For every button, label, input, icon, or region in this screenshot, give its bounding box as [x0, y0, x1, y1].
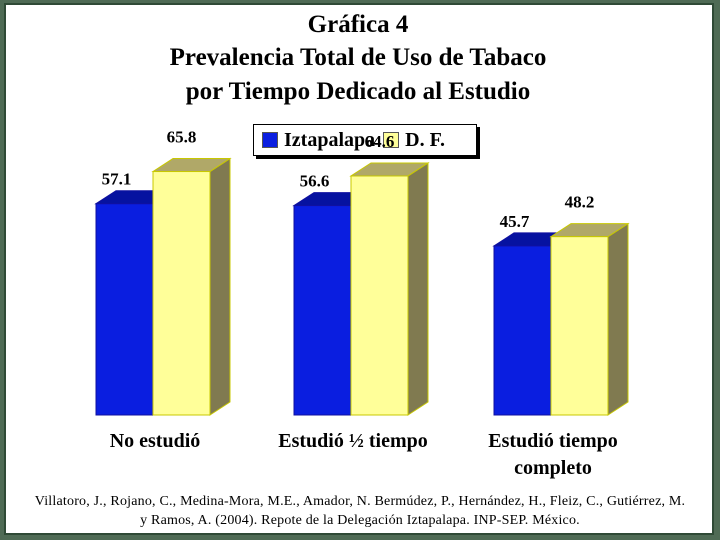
category-label-1: No estudió [110, 430, 201, 452]
chart-legend: Iztapalapa D. F. [253, 124, 477, 156]
df-value-label-2: 64.6 [365, 132, 395, 151]
legend-entry-iztapalapa: Iztapalapa [262, 129, 375, 152]
source-citation: Villatoro, J., Rojano, C., Medina-Mora, … [34, 494, 686, 528]
iztapalapa-value-label-3: 45.7 [500, 212, 530, 231]
legend-entry-df: D. F. [383, 129, 445, 152]
iztapalapa-value-label-1: 57.1 [102, 170, 132, 189]
df-bar-3 [550, 236, 609, 416]
df-bar-1 [152, 171, 211, 416]
iztapalapa-value-label-2: 56.6 [300, 172, 330, 191]
chart-title-line-2: Prevalencia Total de Uso de Tabaco [169, 44, 547, 71]
iztapalapa-bar-2 [293, 205, 352, 416]
legend-swatch-iztapalapa [262, 132, 278, 148]
df-value-label-3: 48.2 [565, 193, 595, 212]
iztapalapa-bar-3 [493, 245, 552, 416]
category-label-3-line-2: completo [514, 457, 592, 479]
df-bar-3-side [607, 222, 629, 416]
category-label-2: Estudió ½ tiempo [278, 430, 427, 452]
df-bar-2-side [407, 162, 429, 416]
df-value-label-1: 65.8 [167, 128, 197, 147]
legend-label-iztapalapa: Iztapalapa [284, 128, 376, 151]
legend-label-df: D. F. [405, 128, 445, 151]
df-bar-2 [350, 175, 409, 416]
iztapalapa-bar-1 [95, 203, 154, 416]
df-bar-1-side [209, 157, 231, 416]
legend-swatch-df [383, 132, 400, 148]
chart-title-line-3: por Tiempo Dedicado al Estudio [185, 78, 531, 105]
category-label-3-line-1: Estudió tiempo [488, 430, 617, 452]
chart-title-line-1: Gráfica 4 [307, 11, 409, 38]
